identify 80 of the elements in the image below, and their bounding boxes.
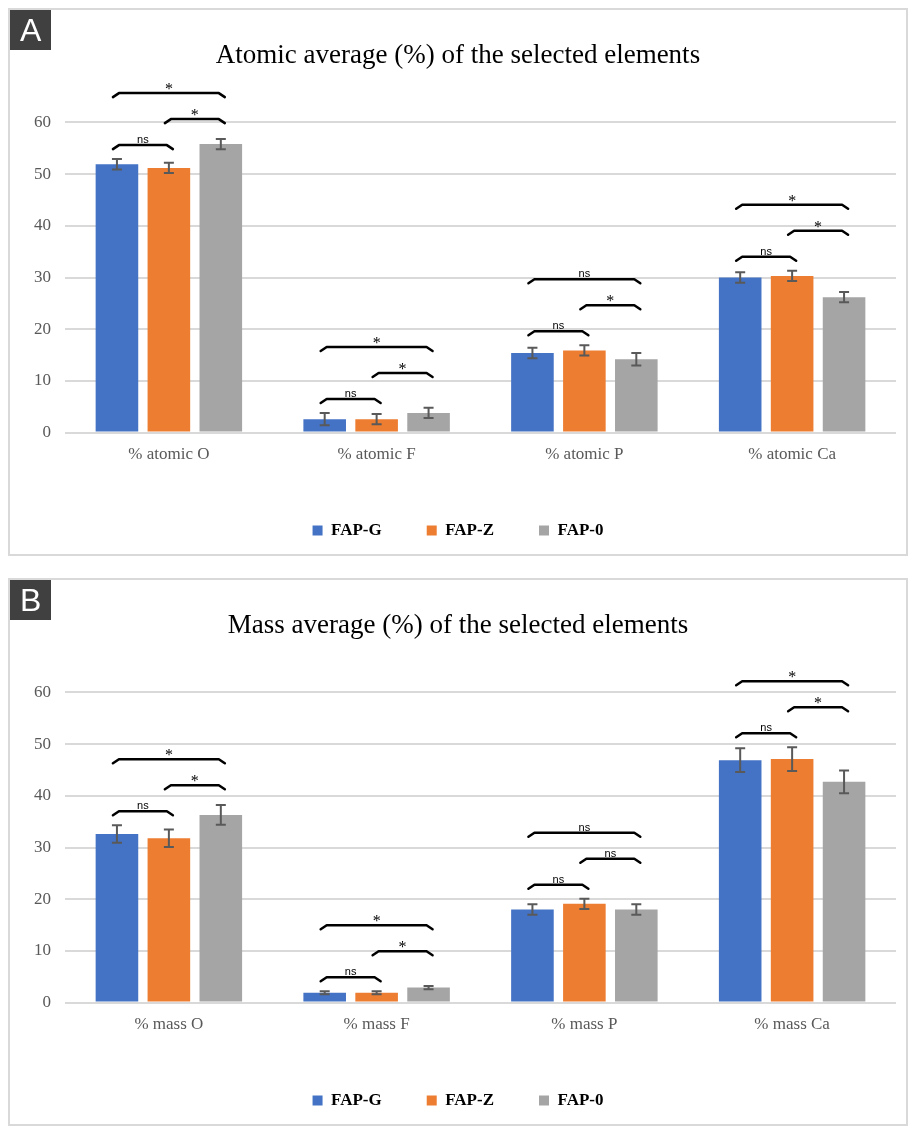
bar: [147, 167, 191, 432]
bar: [407, 412, 450, 432]
bar: [718, 760, 762, 1002]
y-tick-label: 60: [34, 681, 51, 701]
annotation: ns: [760, 721, 773, 734]
x-tick-label: % mass O: [134, 1014, 204, 1034]
x-tick-label: % mass F: [343, 1014, 410, 1034]
text: *: [788, 668, 797, 686]
annotation: ns: [760, 244, 773, 257]
chart-title: Mass average (%) of the selected elements: [227, 609, 689, 640]
y-tick-label: 20: [34, 888, 51, 908]
annotation: ns: [578, 820, 591, 833]
y-tick-label: 20: [34, 318, 51, 338]
bar: [355, 419, 398, 432]
text: A: [10, 10, 52, 50]
bar: [199, 814, 243, 1002]
annotation: ns: [552, 872, 565, 885]
legend-label: FAP-0: [557, 519, 604, 539]
bar: [95, 834, 139, 1002]
annotation: ns: [137, 133, 150, 146]
text: B: [10, 580, 52, 620]
annotation: *: [606, 292, 615, 310]
bar: [511, 352, 554, 432]
bar: [407, 987, 450, 1002]
y-tick-label: 30: [34, 266, 51, 286]
annotation: ns: [344, 386, 357, 399]
y-tick-label: 0: [42, 422, 51, 442]
annotation: *: [814, 694, 823, 712]
x-tick-label: % mass Ca: [754, 1014, 831, 1034]
x-tick-label: % atomic F: [337, 444, 416, 464]
bar: [822, 781, 866, 1002]
legend-label: FAP-0: [557, 1089, 604, 1109]
y-tick-label: 10: [34, 940, 51, 960]
annotation: *: [372, 912, 381, 930]
x-tick-label: % mass P: [551, 1014, 618, 1034]
x-tick-label: % atomic O: [128, 444, 210, 464]
x-tick-label: % atomic Ca: [748, 444, 837, 464]
annotation: *: [788, 191, 797, 209]
bar: [718, 277, 762, 432]
legend-label: FAP-G: [331, 519, 382, 539]
bar: [147, 838, 191, 1002]
annotation: *: [164, 746, 173, 764]
bar: [563, 903, 606, 1002]
bar: [303, 992, 346, 1002]
bar: [770, 275, 814, 432]
annotation: *: [814, 217, 823, 235]
text: *: [164, 80, 173, 98]
legend-label: FAP-Z: [445, 519, 495, 539]
bar: [615, 909, 658, 1002]
y-tick-label: 50: [34, 163, 51, 183]
annotation: ns: [552, 319, 565, 332]
chart-title: Atomic average (%) of the selected elements: [215, 39, 701, 70]
bar: [615, 359, 658, 432]
bar: [95, 164, 139, 432]
y-tick-label: 30: [34, 836, 51, 856]
annotation: *: [398, 359, 407, 377]
bar: [563, 350, 606, 432]
x-tick-label: % atomic P: [545, 444, 624, 464]
annotation: ns: [344, 965, 357, 978]
bar: [511, 909, 554, 1002]
y-tick-label: 60: [34, 111, 51, 131]
bar: [355, 992, 398, 1002]
legend-label: FAP-G: [331, 1089, 382, 1109]
annotation: *: [398, 938, 407, 956]
annotation: *: [372, 333, 381, 351]
bar: [822, 297, 866, 432]
annotation: ns: [578, 267, 591, 280]
y-tick-label: 50: [34, 733, 51, 753]
bar: [770, 759, 814, 1002]
y-tick-label: 0: [42, 992, 51, 1012]
bar: [303, 419, 346, 432]
annotation: ns: [604, 846, 617, 859]
y-tick-label: 10: [34, 370, 51, 390]
y-tick-label: 40: [34, 785, 51, 805]
y-tick-label: 40: [34, 215, 51, 235]
annotation: ns: [137, 799, 150, 812]
annotation: *: [190, 106, 199, 124]
legend-label: FAP-Z: [445, 1089, 495, 1109]
bar: [199, 144, 243, 432]
annotation: *: [190, 772, 199, 790]
